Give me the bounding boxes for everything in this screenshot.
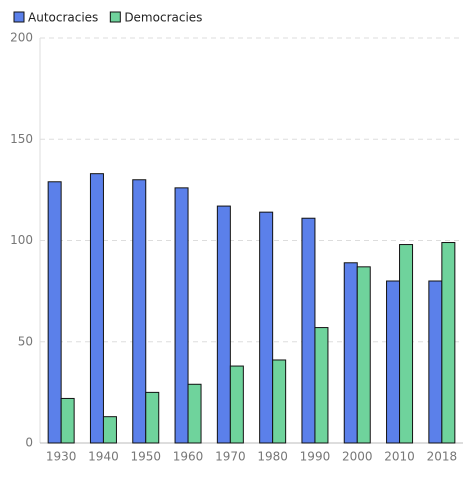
bar — [441, 242, 456, 444]
bar — [259, 211, 274, 444]
legend-swatch — [13, 11, 25, 23]
bar — [229, 365, 244, 444]
x-tick-label: 1930 — [46, 450, 77, 464]
bar — [386, 280, 401, 444]
x-tick-label: 1980 — [257, 450, 288, 464]
bar — [174, 187, 189, 444]
bar — [102, 416, 117, 444]
bar — [343, 262, 358, 444]
x-tick-label: 1970 — [215, 450, 246, 464]
x-tick-label: 1950 — [130, 450, 161, 464]
bar — [301, 217, 316, 444]
y-tick-label: 200 — [10, 31, 33, 45]
x-tick-label: 1940 — [88, 450, 119, 464]
legend-text: Autocracies — [28, 11, 98, 25]
bar — [47, 181, 62, 444]
bar — [132, 179, 147, 444]
y-tick-label: 100 — [10, 233, 33, 247]
x-tick-label: 1960 — [173, 450, 204, 464]
bar — [187, 383, 202, 444]
bar — [216, 205, 231, 444]
bar — [314, 327, 329, 444]
x-tick-label: 2010 — [384, 450, 415, 464]
bar — [89, 173, 104, 444]
y-tick-label: 0 — [25, 436, 33, 450]
bar — [60, 397, 75, 444]
x-tick-label: 2000 — [342, 450, 373, 464]
y-tick-label: 50 — [18, 334, 33, 348]
x-tick-label: 2018 — [427, 450, 458, 464]
y-tick-label: 150 — [10, 132, 33, 146]
bar — [356, 266, 371, 444]
x-tick-label: 1990 — [300, 450, 331, 464]
legend-text: Democracies — [124, 11, 202, 25]
bar — [272, 359, 287, 444]
bar — [428, 280, 443, 444]
legend-swatch — [109, 11, 121, 23]
bar — [399, 244, 414, 444]
bar — [145, 391, 160, 444]
